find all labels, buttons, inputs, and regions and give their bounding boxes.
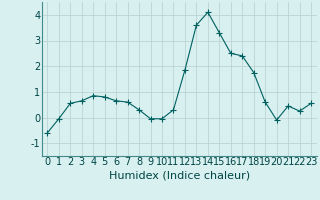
X-axis label: Humidex (Indice chaleur): Humidex (Indice chaleur) — [108, 170, 250, 180]
